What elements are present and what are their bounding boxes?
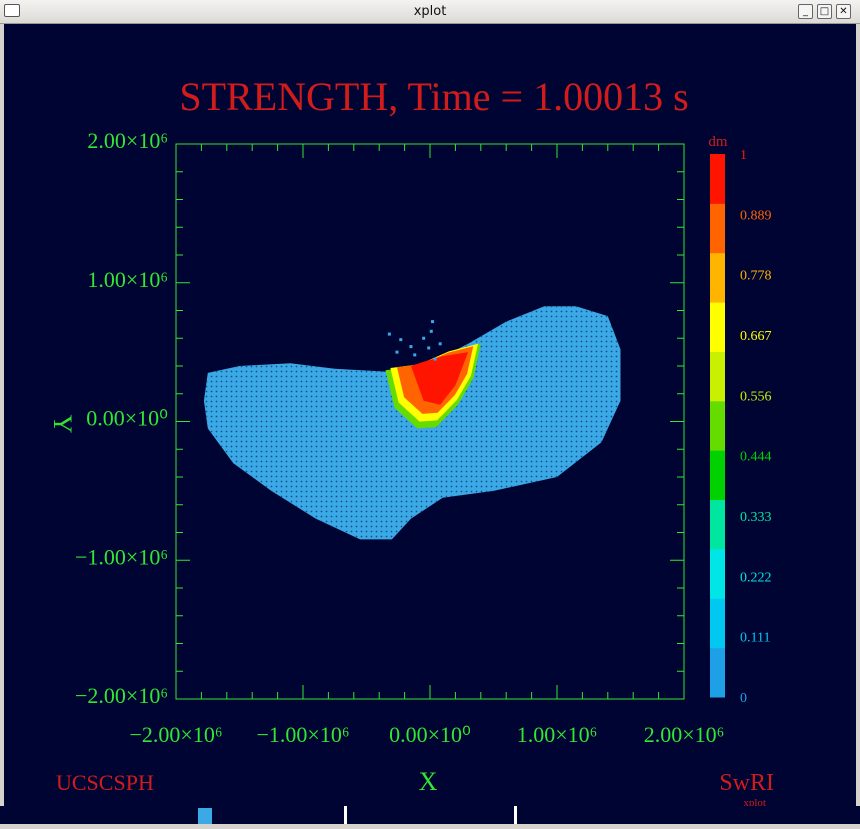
colorbar-tick-label: 0 bbox=[740, 691, 747, 706]
colorbar-tick-label: 0.667 bbox=[740, 329, 772, 344]
x-tick-label: 0.00×10⁰ bbox=[389, 722, 471, 747]
colorbar-tick-label: 0.111 bbox=[740, 631, 770, 646]
x-tick-label: −1.00×10⁶ bbox=[257, 722, 350, 747]
colorbar-tick-label: 0.889 bbox=[740, 208, 772, 223]
chart-title: STRENGTH, Time = 1.00013 s bbox=[179, 74, 688, 119]
colorbar-tick-label: 0.778 bbox=[740, 269, 772, 284]
ejecta-particle bbox=[429, 329, 433, 333]
close-icon[interactable]: ✕ bbox=[836, 4, 851, 19]
colorbar-segment bbox=[710, 252, 725, 303]
plot-canvas: STRENGTH, Time = 1.00013 s −2.00×10⁶ −1.00… bbox=[48, 74, 774, 806]
y-tick-label: −1.00×10⁶ bbox=[75, 544, 168, 569]
y-axis-label: Y bbox=[48, 415, 77, 434]
colorbar-segment bbox=[710, 647, 725, 698]
x-tick-label: 1.00×10⁶ bbox=[517, 722, 598, 747]
minimize-icon[interactable]: _ bbox=[798, 4, 813, 19]
ejecta-particle bbox=[422, 336, 426, 340]
footer-left: UCSCSPH bbox=[56, 770, 154, 795]
ejecta-particle bbox=[395, 350, 399, 354]
bottom-swatch bbox=[198, 808, 212, 824]
ejecta-particle bbox=[438, 342, 442, 346]
y-tick-label: 0.00×10⁰ bbox=[86, 406, 168, 431]
colorbar-segment bbox=[710, 154, 725, 204]
window-menu-icon[interactable] bbox=[4, 4, 20, 17]
ejecta-particle bbox=[427, 346, 431, 350]
crater-core bbox=[411, 352, 469, 405]
colorbar-tick-label: 0.333 bbox=[740, 510, 772, 525]
ejecta-particle bbox=[409, 345, 413, 349]
colorbar-segment bbox=[710, 499, 725, 550]
y-tick-label: 1.00×10⁶ bbox=[87, 267, 168, 292]
colorbar-segment bbox=[710, 598, 725, 649]
bottom-marker bbox=[344, 806, 347, 824]
window-titlebar: xplot _ □ ✕ bbox=[0, 0, 860, 24]
plot-window: STRENGTH, Time = 1.00013 s −2.00×10⁶ −1.00… bbox=[4, 24, 856, 824]
ejecta-particle bbox=[413, 353, 417, 357]
y-tick-label: −2.00×10⁶ bbox=[75, 683, 168, 708]
x-tick-label: 2.00×10⁶ bbox=[644, 722, 725, 747]
bottom-ticks bbox=[198, 806, 517, 824]
bottom-marker bbox=[514, 806, 517, 824]
ejecta-particle bbox=[387, 332, 391, 336]
colorbar-segment bbox=[710, 203, 725, 254]
colorbar-segment bbox=[710, 450, 725, 501]
ejecta-particle bbox=[431, 320, 435, 324]
colorbar-segment bbox=[710, 351, 725, 402]
ejecta-particle bbox=[399, 338, 403, 342]
footer-right: SwRI bbox=[719, 770, 774, 796]
colorbar-tick-label: 0.444 bbox=[740, 450, 772, 465]
maximize-icon[interactable]: □ bbox=[817, 4, 832, 19]
colorbar-tick-label: 0.222 bbox=[740, 570, 772, 585]
window-title: xplot bbox=[413, 4, 447, 19]
x-axis-label: X bbox=[419, 767, 438, 796]
colorbar-segment bbox=[710, 302, 725, 352]
colorbar-segment bbox=[710, 548, 725, 599]
colorbar-segment bbox=[710, 400, 725, 451]
ejecta-particle bbox=[433, 357, 437, 361]
colorbar-tick-label: 0.556 bbox=[740, 389, 772, 404]
x-tick-label: −2.00×10⁶ bbox=[130, 722, 223, 747]
footer-right-small: xplot bbox=[743, 797, 766, 806]
y-tick-label: 2.00×10⁶ bbox=[87, 128, 168, 153]
colorbar-label: dm bbox=[708, 134, 728, 150]
bottom-strip bbox=[0, 806, 860, 824]
colorbar-tick-label: 1 bbox=[740, 148, 747, 163]
